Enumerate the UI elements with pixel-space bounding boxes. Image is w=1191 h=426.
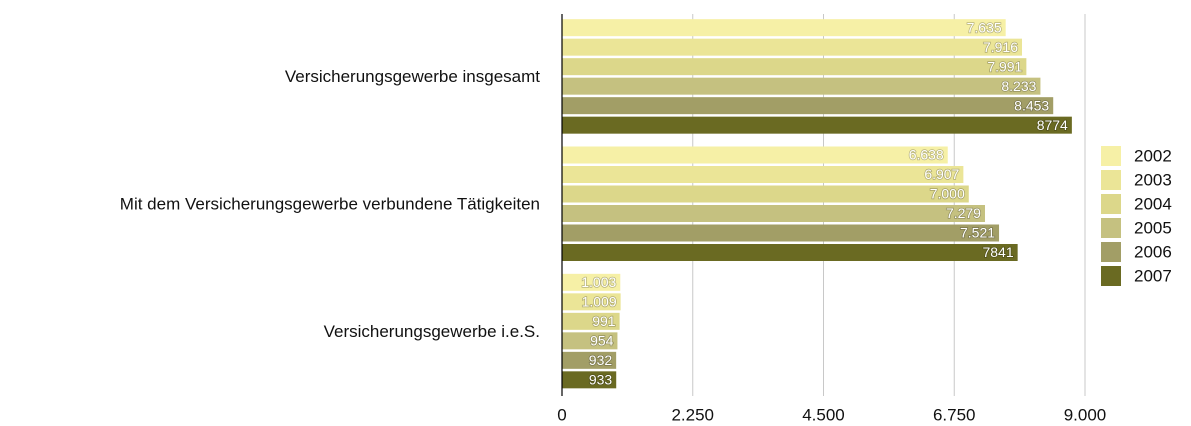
bar [562, 293, 621, 311]
bar [562, 224, 1000, 242]
category-label: Mit dem Versicherungsgewerbe verbundene … [120, 194, 540, 213]
legend-label: 2003 [1134, 170, 1172, 189]
legend-swatch [1101, 146, 1121, 166]
bar [562, 97, 1054, 115]
bar [562, 273, 621, 291]
bar [562, 351, 617, 369]
value-label: 6.907 [924, 166, 959, 182]
x-tick-label: 9.000 [1064, 405, 1107, 424]
legend-swatch [1101, 266, 1121, 286]
bar [562, 19, 1006, 37]
bar [562, 58, 1027, 76]
value-label: 8.233 [1001, 78, 1036, 94]
category-label: Versicherungsgewerbe insgesamt [285, 67, 540, 86]
legend-label: 2004 [1134, 194, 1172, 213]
bar [562, 185, 969, 203]
x-tick-label: 0 [557, 405, 566, 424]
bar [562, 205, 985, 222]
bar [562, 244, 1018, 261]
value-label: 932 [589, 352, 613, 368]
bar [562, 116, 1072, 134]
value-label: 7841 [982, 244, 1013, 260]
value-label: 6.638 [909, 147, 944, 163]
value-label: 7.635 [967, 19, 1002, 35]
value-label: 7.916 [983, 39, 1018, 55]
value-label: 954 [590, 333, 614, 349]
x-tick-label: 6.750 [933, 405, 976, 424]
legend-swatch [1101, 194, 1121, 214]
value-label: 7.000 [930, 186, 965, 202]
category-label: Versicherungsgewerbe i.e.S. [324, 322, 540, 341]
bar [562, 38, 1023, 56]
x-tick-label: 2.250 [671, 405, 714, 424]
legend-label: 2005 [1134, 218, 1172, 237]
value-label: 8.453 [1014, 97, 1049, 113]
value-label: 8774 [1037, 117, 1068, 133]
value-label: 7.521 [960, 225, 995, 241]
bar [562, 166, 964, 183]
value-label: 933 [589, 372, 613, 388]
bar [562, 371, 617, 389]
value-label: 7.991 [987, 58, 1022, 74]
legend-label: 2006 [1134, 242, 1172, 261]
x-tick-label: 4.500 [802, 405, 845, 424]
bar [562, 77, 1041, 95]
bar [562, 146, 948, 164]
bar [562, 332, 618, 350]
legend-swatch [1101, 170, 1121, 190]
value-label: 991 [592, 313, 616, 329]
legend-label: 2002 [1134, 146, 1172, 165]
value-label: 1.009 [582, 294, 617, 310]
legend-swatch [1101, 218, 1121, 238]
legend-label: 2007 [1134, 266, 1172, 285]
value-label: 7.279 [946, 205, 981, 221]
value-label: 1.003 [581, 274, 616, 290]
legend-swatch [1101, 242, 1121, 262]
bar [562, 312, 620, 330]
